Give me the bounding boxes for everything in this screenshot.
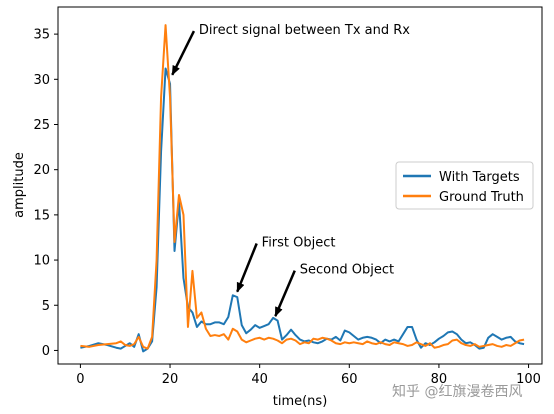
x-tick-label: 100 (516, 372, 541, 387)
x-tick-label: 80 (431, 372, 448, 387)
x-axis-label: time(ns) (273, 394, 328, 409)
y-tick-label: 10 (33, 254, 50, 269)
annotation-direct-signal-between-tx-and-rx: Direct signal between Tx and Rx (199, 23, 410, 38)
y-tick-label: 35 (33, 28, 50, 43)
y-tick-label: 0 (42, 344, 50, 359)
annotation-arrow-first-object (236, 243, 258, 293)
watermark: 知乎 @红旗漫卷西风 (392, 383, 522, 400)
legend-label-ground-truth: Ground Truth (439, 190, 524, 205)
x-tick-label: 20 (162, 372, 179, 387)
annotation-arrow-second-object (274, 270, 296, 318)
x-tick-label: 60 (341, 372, 358, 387)
legend: With Targets Ground Truth (395, 161, 534, 210)
legend-label-with-targets: With Targets (439, 170, 520, 185)
annotation-first-object: First Object (262, 236, 336, 251)
y-tick-label: 15 (33, 208, 50, 223)
y-tick-label: 5 (42, 299, 50, 314)
y-axis: 0 5 10 15 20 25 30 35 (33, 28, 58, 359)
annotation-layer: Direct signal between Tx and Rx First Obj… (171, 23, 410, 318)
y-tick-label: 25 (33, 118, 50, 133)
series-line-ground-truth (80, 24, 525, 350)
x-axis: 0 20 40 60 80 100 (76, 364, 541, 387)
y-tick-label: 30 (33, 73, 50, 88)
y-tick-label: 20 (33, 163, 50, 178)
x-tick-label: 0 (76, 372, 84, 387)
annotation-second-object: Second Object (300, 263, 394, 278)
annotation-arrow-direct-signal-between-tx-and-rx (171, 30, 196, 76)
y-axis-label: amplitude (12, 152, 27, 218)
plot-frame (57, 6, 543, 365)
series-layer (80, 24, 525, 353)
x-tick-label: 40 (251, 372, 268, 387)
